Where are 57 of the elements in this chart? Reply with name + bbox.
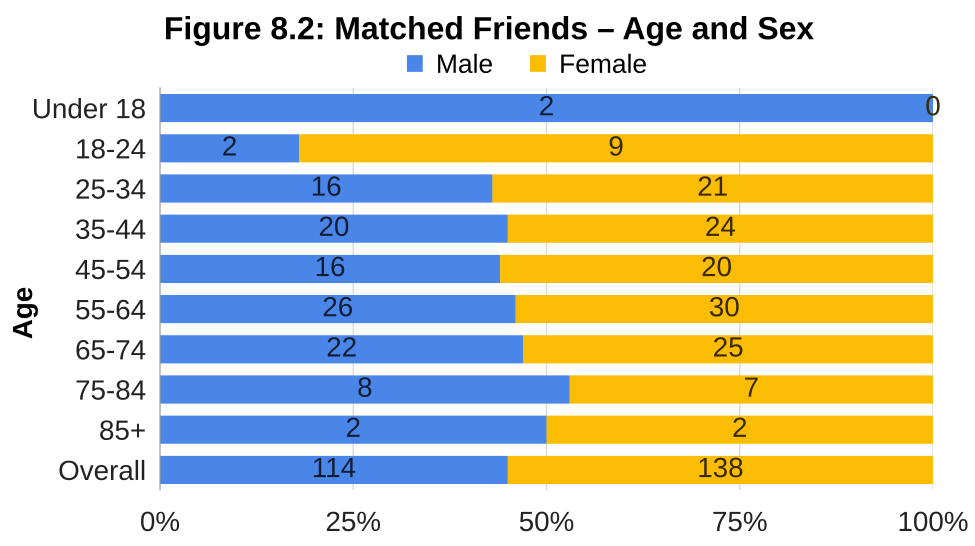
y-tick-label: 25-34 [76, 179, 146, 199]
y-tick-label: 65-74 [76, 340, 146, 360]
annotation: 2 [733, 417, 746, 437]
bar [508, 456, 933, 484]
bar [516, 295, 933, 324]
annotation: 16 [316, 256, 344, 276]
annotation: 22 [328, 337, 356, 356]
annotation: 138 [699, 458, 742, 478]
annotation: 2 [346, 417, 360, 437]
annotation: 0 [926, 96, 940, 116]
x-tick-label: 0% [141, 512, 180, 532]
bar [160, 134, 300, 162]
bar [160, 375, 570, 404]
bar [492, 174, 933, 203]
y-tick-label: 35-44 [76, 219, 146, 240]
bar [160, 416, 546, 444]
x-tick-label: 25% [326, 512, 380, 532]
annotation: 20 [320, 216, 348, 236]
bar [160, 174, 492, 203]
y-tick-label: 45-54 [76, 260, 146, 280]
annotation: 7 [745, 378, 758, 397]
y-tick-label: 55-64 [76, 300, 146, 320]
annotation: 21 [698, 176, 727, 196]
x-tick-label: 50% [520, 512, 574, 532]
annotation: 114 [314, 458, 356, 478]
annotation: 26 [324, 296, 352, 317]
bar [523, 335, 933, 364]
annotation: 16 [312, 176, 340, 196]
annotation: 25 [714, 337, 742, 357]
legend-label: Male [438, 54, 492, 74]
bar [160, 214, 508, 243]
y-tick-label: 75-84 [76, 380, 146, 400]
y-tick-label: 18-24 [77, 138, 146, 159]
x-tick-label: 75% [713, 512, 767, 532]
bar [160, 254, 500, 283]
bar [160, 295, 516, 324]
y-axis-title: Age [12, 288, 38, 339]
x-tick-label: 100% [900, 512, 968, 532]
bar [508, 214, 933, 243]
annotation: 8 [358, 377, 372, 397]
y-tick-label: 85+ [100, 420, 145, 440]
annotation: 2 [223, 136, 236, 156]
y-tick-label: Under 18 [34, 98, 145, 118]
bar [500, 254, 933, 283]
annotation: 24 [706, 216, 736, 236]
bar [160, 335, 524, 364]
bar [546, 416, 933, 444]
legend-label: Female [561, 54, 646, 74]
annotation: 30 [710, 296, 739, 317]
annotation: 2 [540, 96, 553, 116]
y-tick-label: Overall [59, 460, 144, 480]
annotation: 20 [702, 256, 731, 276]
bar [570, 375, 933, 404]
bar [299, 134, 933, 162]
chart-title: Figure 8.2: Matched Friends – Age and Sex [166, 16, 814, 46]
bar [160, 456, 508, 484]
annotation: 9 [610, 136, 622, 156]
